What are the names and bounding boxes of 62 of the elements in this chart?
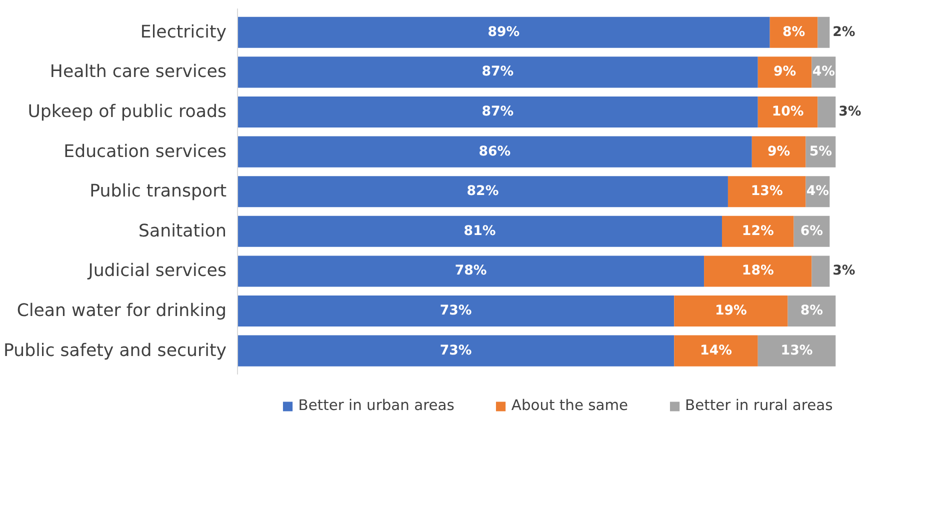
y-tick-label: Public safety and security (3, 340, 227, 361)
data-label: 82% (466, 184, 499, 200)
bar (758, 56, 812, 88)
data-label: 12% (742, 224, 774, 239)
y-tick-label: Judicial services (87, 261, 227, 282)
data-label: 87% (482, 104, 514, 120)
y-tick-label: Electricity (140, 22, 227, 42)
data-label: 86% (478, 144, 511, 160)
data-label: 78% (454, 264, 487, 279)
data-label: 89% (488, 24, 520, 40)
bar (238, 56, 758, 88)
bar (704, 256, 812, 287)
y-tick-label: Sanitation (138, 221, 227, 242)
bar (674, 296, 788, 327)
data-label: 87% (482, 64, 514, 80)
data-label: 6% (800, 224, 824, 239)
bar (812, 256, 830, 287)
data-label: 2% (832, 24, 856, 40)
data-label: 8% (782, 24, 806, 40)
data-label: 10% (772, 104, 804, 120)
bar (770, 16, 818, 48)
bar (238, 256, 704, 287)
data-label: 5% (809, 144, 832, 160)
legend-label: Better in rural areas (685, 397, 833, 414)
bar (722, 216, 794, 247)
bar (674, 335, 758, 366)
bar (238, 335, 674, 366)
y-tick-label: Education services (64, 142, 226, 162)
bar (758, 96, 818, 128)
data-label: 3% (832, 264, 856, 279)
bar (238, 176, 728, 208)
bar (238, 216, 722, 247)
bar (238, 136, 752, 168)
y-tick-label: Clean water for drinking (16, 301, 227, 322)
legend-label: About the same (511, 397, 628, 414)
data-label: 4% (806, 184, 830, 200)
data-label: 3% (838, 104, 862, 120)
y-tick-label: Upkeep of public roads (28, 102, 227, 122)
data-label: 18% (742, 264, 774, 279)
y-tick-label: Public transport (90, 182, 227, 202)
legend-label: Better in urban areas (298, 397, 454, 414)
data-label: 14% (700, 343, 732, 358)
bar (728, 176, 806, 208)
data-label: 9% (767, 144, 790, 160)
data-label: 4% (812, 64, 835, 80)
data-label: 19% (715, 304, 747, 319)
data-label: 81% (464, 224, 496, 239)
data-label: 13% (750, 184, 783, 200)
data-label: 73% (440, 343, 472, 358)
y-tick-label: Health care services (50, 62, 227, 82)
bar (758, 335, 836, 366)
bar (818, 96, 836, 128)
bar (238, 296, 674, 327)
data-label: 13% (780, 343, 813, 358)
bar (752, 136, 806, 168)
bar (818, 16, 830, 48)
bar (238, 96, 758, 128)
data-label: 8% (800, 304, 824, 319)
data-label: 73% (440, 304, 472, 319)
data-label: 9% (773, 64, 796, 80)
bar (238, 16, 770, 48)
bar (788, 296, 836, 327)
